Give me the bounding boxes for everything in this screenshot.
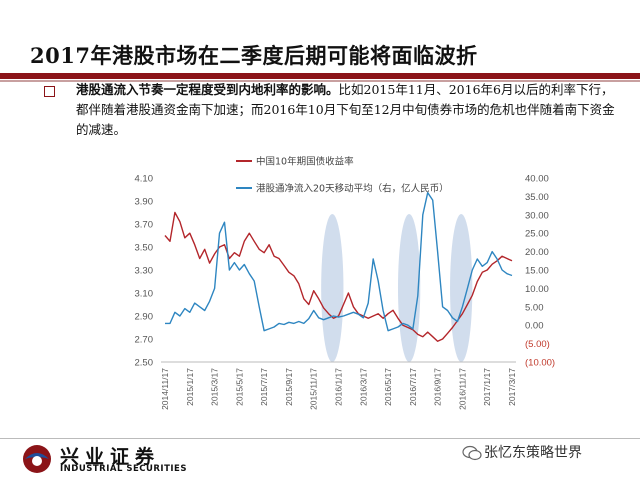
watermark-text: 张忆东策略世界	[484, 445, 582, 461]
left-axis-tick-label: 2.70	[135, 335, 154, 346]
x-axis-tick-label: 2015/11/17	[309, 368, 319, 410]
left-axis-tick-label: 3.50	[135, 243, 154, 254]
right-axis-tick-label: (10.00)	[525, 358, 555, 369]
series-line-bond-yield	[164, 211, 513, 342]
x-axis-tick-label: 2015/9/17	[284, 368, 294, 406]
title-divider-light	[0, 80, 640, 82]
x-axis-tick-label: 2016/11/17	[457, 368, 467, 410]
highlight-ellipse-2	[450, 214, 473, 362]
company-logo-icon	[23, 445, 51, 473]
x-axis-tick-label: 2017/1/17	[482, 368, 492, 406]
x-axis-tick-label: 2017/3/17	[507, 368, 517, 406]
highlight-ellipse-1	[397, 214, 421, 362]
highlight-ellipse-0	[321, 214, 344, 362]
x-axis-tick-label: 2016/9/17	[433, 368, 443, 406]
bullet-bold-text: 港股通流入节奏一定程度受到内地利率的影响。	[76, 82, 339, 97]
left-axis-tick-label: 4.10	[135, 174, 154, 185]
bullet-marker	[44, 86, 55, 97]
left-axis-tick-label: 3.30	[135, 266, 154, 277]
title-divider	[0, 73, 640, 79]
logo-chinese-text: 兴业证券	[60, 446, 161, 468]
bullet-body-text: 比如2015年11月、2016年6月以后的利率下行，都伴随着港股通资金南下加速；…	[76, 82, 615, 137]
footer-divider	[0, 438, 640, 439]
x-axis-tick-label: 2016/1/17	[334, 368, 344, 406]
x-axis-tick-label: 2016/7/17	[408, 368, 418, 406]
left-axis-tick-label: 3.70	[135, 220, 154, 231]
left-axis-tick-label: 2.90	[135, 312, 154, 323]
legend-label-0: 中国10年期国债收益率	[256, 156, 354, 168]
left-axis-tick-label: 2.50	[135, 358, 154, 369]
x-axis-tick-label: 2015/7/17	[259, 368, 269, 406]
right-axis-tick-label: (5.00)	[525, 339, 550, 350]
right-axis-tick-label: 5.00	[525, 302, 544, 313]
right-axis-tick-label: 20.00	[525, 247, 549, 258]
right-axis-tick-label: 25.00	[525, 229, 549, 240]
series-line-southbound-flow	[165, 191, 513, 332]
wechat-icon	[462, 445, 482, 461]
left-axis-tick-label: 3.90	[135, 197, 154, 208]
legend-label-1: 港股通净流入20天移动平均（右，亿人民币）	[256, 183, 449, 195]
slide-title: 2017年港股市场在二季度后期可能将面临波折	[30, 43, 478, 68]
right-axis-tick-label: 35.00	[525, 192, 549, 203]
x-axis-tick-label: 2014/11/17	[160, 368, 170, 410]
right-axis-tick-label: 40.00	[525, 174, 549, 185]
x-axis-tick-label: 2015/3/17	[210, 368, 220, 406]
right-axis-tick-label: 0.00	[525, 321, 544, 332]
left-axis-tick-label: 3.10	[135, 289, 154, 300]
right-axis-tick-label: 15.00	[525, 266, 549, 277]
x-axis-tick-label: 2016/3/17	[358, 368, 368, 406]
logo-english-text: INDUSTRIAL SECURITIES	[60, 464, 187, 474]
x-axis-tick-label: 2016/5/17	[383, 368, 393, 406]
line-chart: 2.50 2.70 2.90 3.10 3.30 3.50 3.70 3.90 4.10 (10.…	[135, 156, 556, 410]
bullet-paragraph: 港股通流入节奏一定程度受到内地利率的影响。比如2015年11月、2016年6月以…	[76, 80, 616, 140]
x-axis-tick-label: 2015/1/17	[185, 368, 195, 406]
right-axis-tick-label: 10.00	[525, 284, 549, 295]
x-axis-tick-label: 2015/5/17	[234, 368, 244, 406]
right-axis-tick-label: 30.00	[525, 210, 549, 221]
